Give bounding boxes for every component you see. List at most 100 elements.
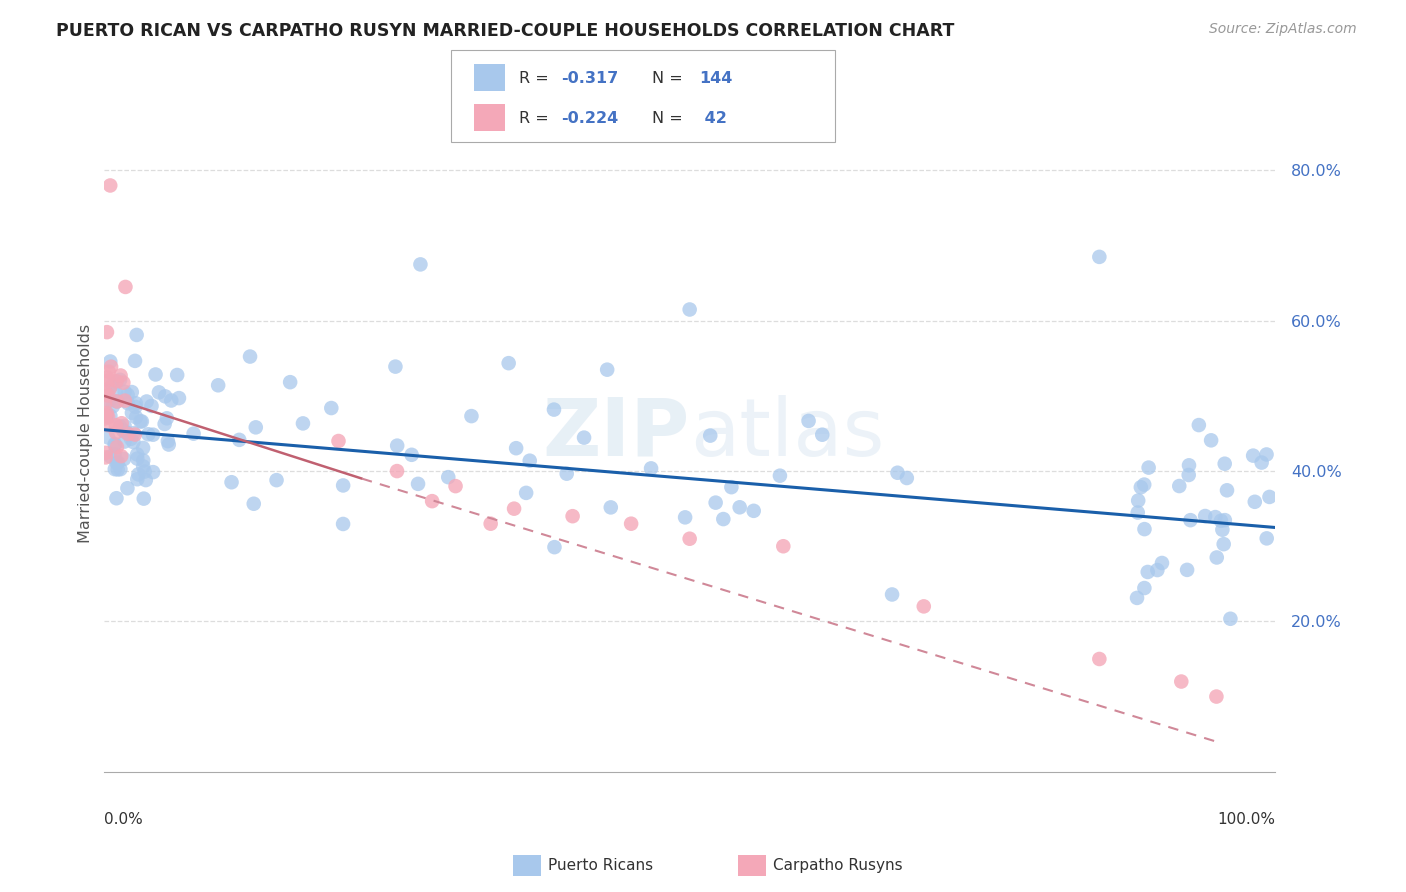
- Point: [409, 257, 432, 271]
- Point: [720, 480, 742, 494]
- Point: [104, 438, 127, 452]
- Point: [460, 409, 482, 423]
- Point: [108, 373, 131, 387]
- Point: [145, 368, 167, 382]
- Point: [515, 486, 537, 500]
- Text: -0.317: -0.317: [561, 71, 619, 86]
- Point: [640, 461, 662, 475]
- Point: [1194, 509, 1216, 524]
- Point: [107, 455, 129, 469]
- Point: [101, 378, 124, 392]
- Point: [599, 500, 621, 515]
- Point: [242, 497, 264, 511]
- Point: [124, 400, 146, 414]
- Point: [772, 539, 794, 553]
- Point: [114, 393, 136, 408]
- Point: [1175, 563, 1198, 577]
- Point: [105, 456, 128, 470]
- Text: 100.0%: 100.0%: [1218, 813, 1275, 827]
- Point: [1205, 690, 1227, 704]
- Point: [96, 406, 118, 420]
- Y-axis label: Married-couple Households: Married-couple Households: [79, 324, 93, 543]
- Point: [561, 509, 583, 524]
- Point: [117, 481, 139, 495]
- Point: [596, 362, 619, 376]
- Text: -0.224: -0.224: [561, 112, 619, 126]
- Point: [437, 470, 460, 484]
- Point: [153, 389, 176, 403]
- Text: 42: 42: [699, 112, 727, 126]
- Point: [769, 468, 792, 483]
- Point: [157, 437, 180, 451]
- Point: [112, 376, 135, 390]
- Point: [131, 414, 153, 428]
- Point: [620, 516, 643, 531]
- Point: [183, 426, 205, 441]
- Point: [122, 435, 145, 450]
- Point: [221, 475, 243, 490]
- Point: [1213, 513, 1236, 527]
- Point: [1168, 479, 1191, 493]
- Point: [127, 447, 149, 461]
- Point: [97, 388, 120, 402]
- Point: [239, 350, 262, 364]
- Point: [96, 409, 118, 423]
- Point: [1088, 250, 1111, 264]
- Point: [1150, 556, 1173, 570]
- Point: [96, 370, 118, 384]
- Point: [278, 375, 301, 389]
- Point: [1088, 652, 1111, 666]
- Point: [167, 391, 190, 405]
- Point: [1256, 447, 1278, 461]
- Point: [886, 466, 908, 480]
- Point: [127, 467, 149, 482]
- Point: [1128, 493, 1150, 508]
- Point: [112, 423, 135, 437]
- Point: [97, 410, 120, 425]
- Point: [505, 441, 527, 455]
- Text: N =: N =: [652, 112, 689, 126]
- Point: [100, 409, 122, 423]
- Point: [104, 385, 127, 400]
- Point: [444, 479, 467, 493]
- Point: [1241, 449, 1264, 463]
- Point: [94, 446, 117, 460]
- Point: [121, 385, 143, 400]
- Point: [105, 440, 128, 454]
- Point: [385, 464, 408, 478]
- Point: [797, 414, 820, 428]
- Point: [114, 419, 136, 434]
- Text: 0.0%: 0.0%: [104, 813, 143, 827]
- Point: [673, 510, 696, 524]
- Point: [94, 450, 117, 465]
- Point: [1211, 523, 1233, 537]
- Point: [96, 325, 118, 339]
- Point: [1180, 513, 1202, 527]
- Text: Carpatho Rusyns: Carpatho Rusyns: [773, 858, 903, 872]
- Point: [104, 462, 127, 476]
- Point: [110, 462, 132, 476]
- Point: [135, 473, 157, 487]
- Point: [108, 419, 131, 434]
- Point: [110, 368, 132, 383]
- Point: [100, 450, 122, 464]
- Point: [114, 425, 136, 439]
- Point: [385, 439, 408, 453]
- Point: [1133, 522, 1156, 536]
- Point: [94, 409, 117, 423]
- Point: [384, 359, 406, 374]
- Point: [134, 465, 156, 479]
- Point: [125, 327, 148, 342]
- Point: [124, 427, 146, 442]
- Point: [141, 399, 163, 413]
- Point: [699, 428, 721, 442]
- Point: [1126, 506, 1149, 520]
- Point: [555, 467, 578, 481]
- Text: N =: N =: [652, 71, 689, 86]
- Point: [105, 374, 128, 388]
- Point: [1133, 581, 1156, 595]
- Point: [127, 451, 149, 466]
- Point: [1256, 532, 1278, 546]
- Point: [1250, 456, 1272, 470]
- Text: Source: ZipAtlas.com: Source: ZipAtlas.com: [1209, 22, 1357, 37]
